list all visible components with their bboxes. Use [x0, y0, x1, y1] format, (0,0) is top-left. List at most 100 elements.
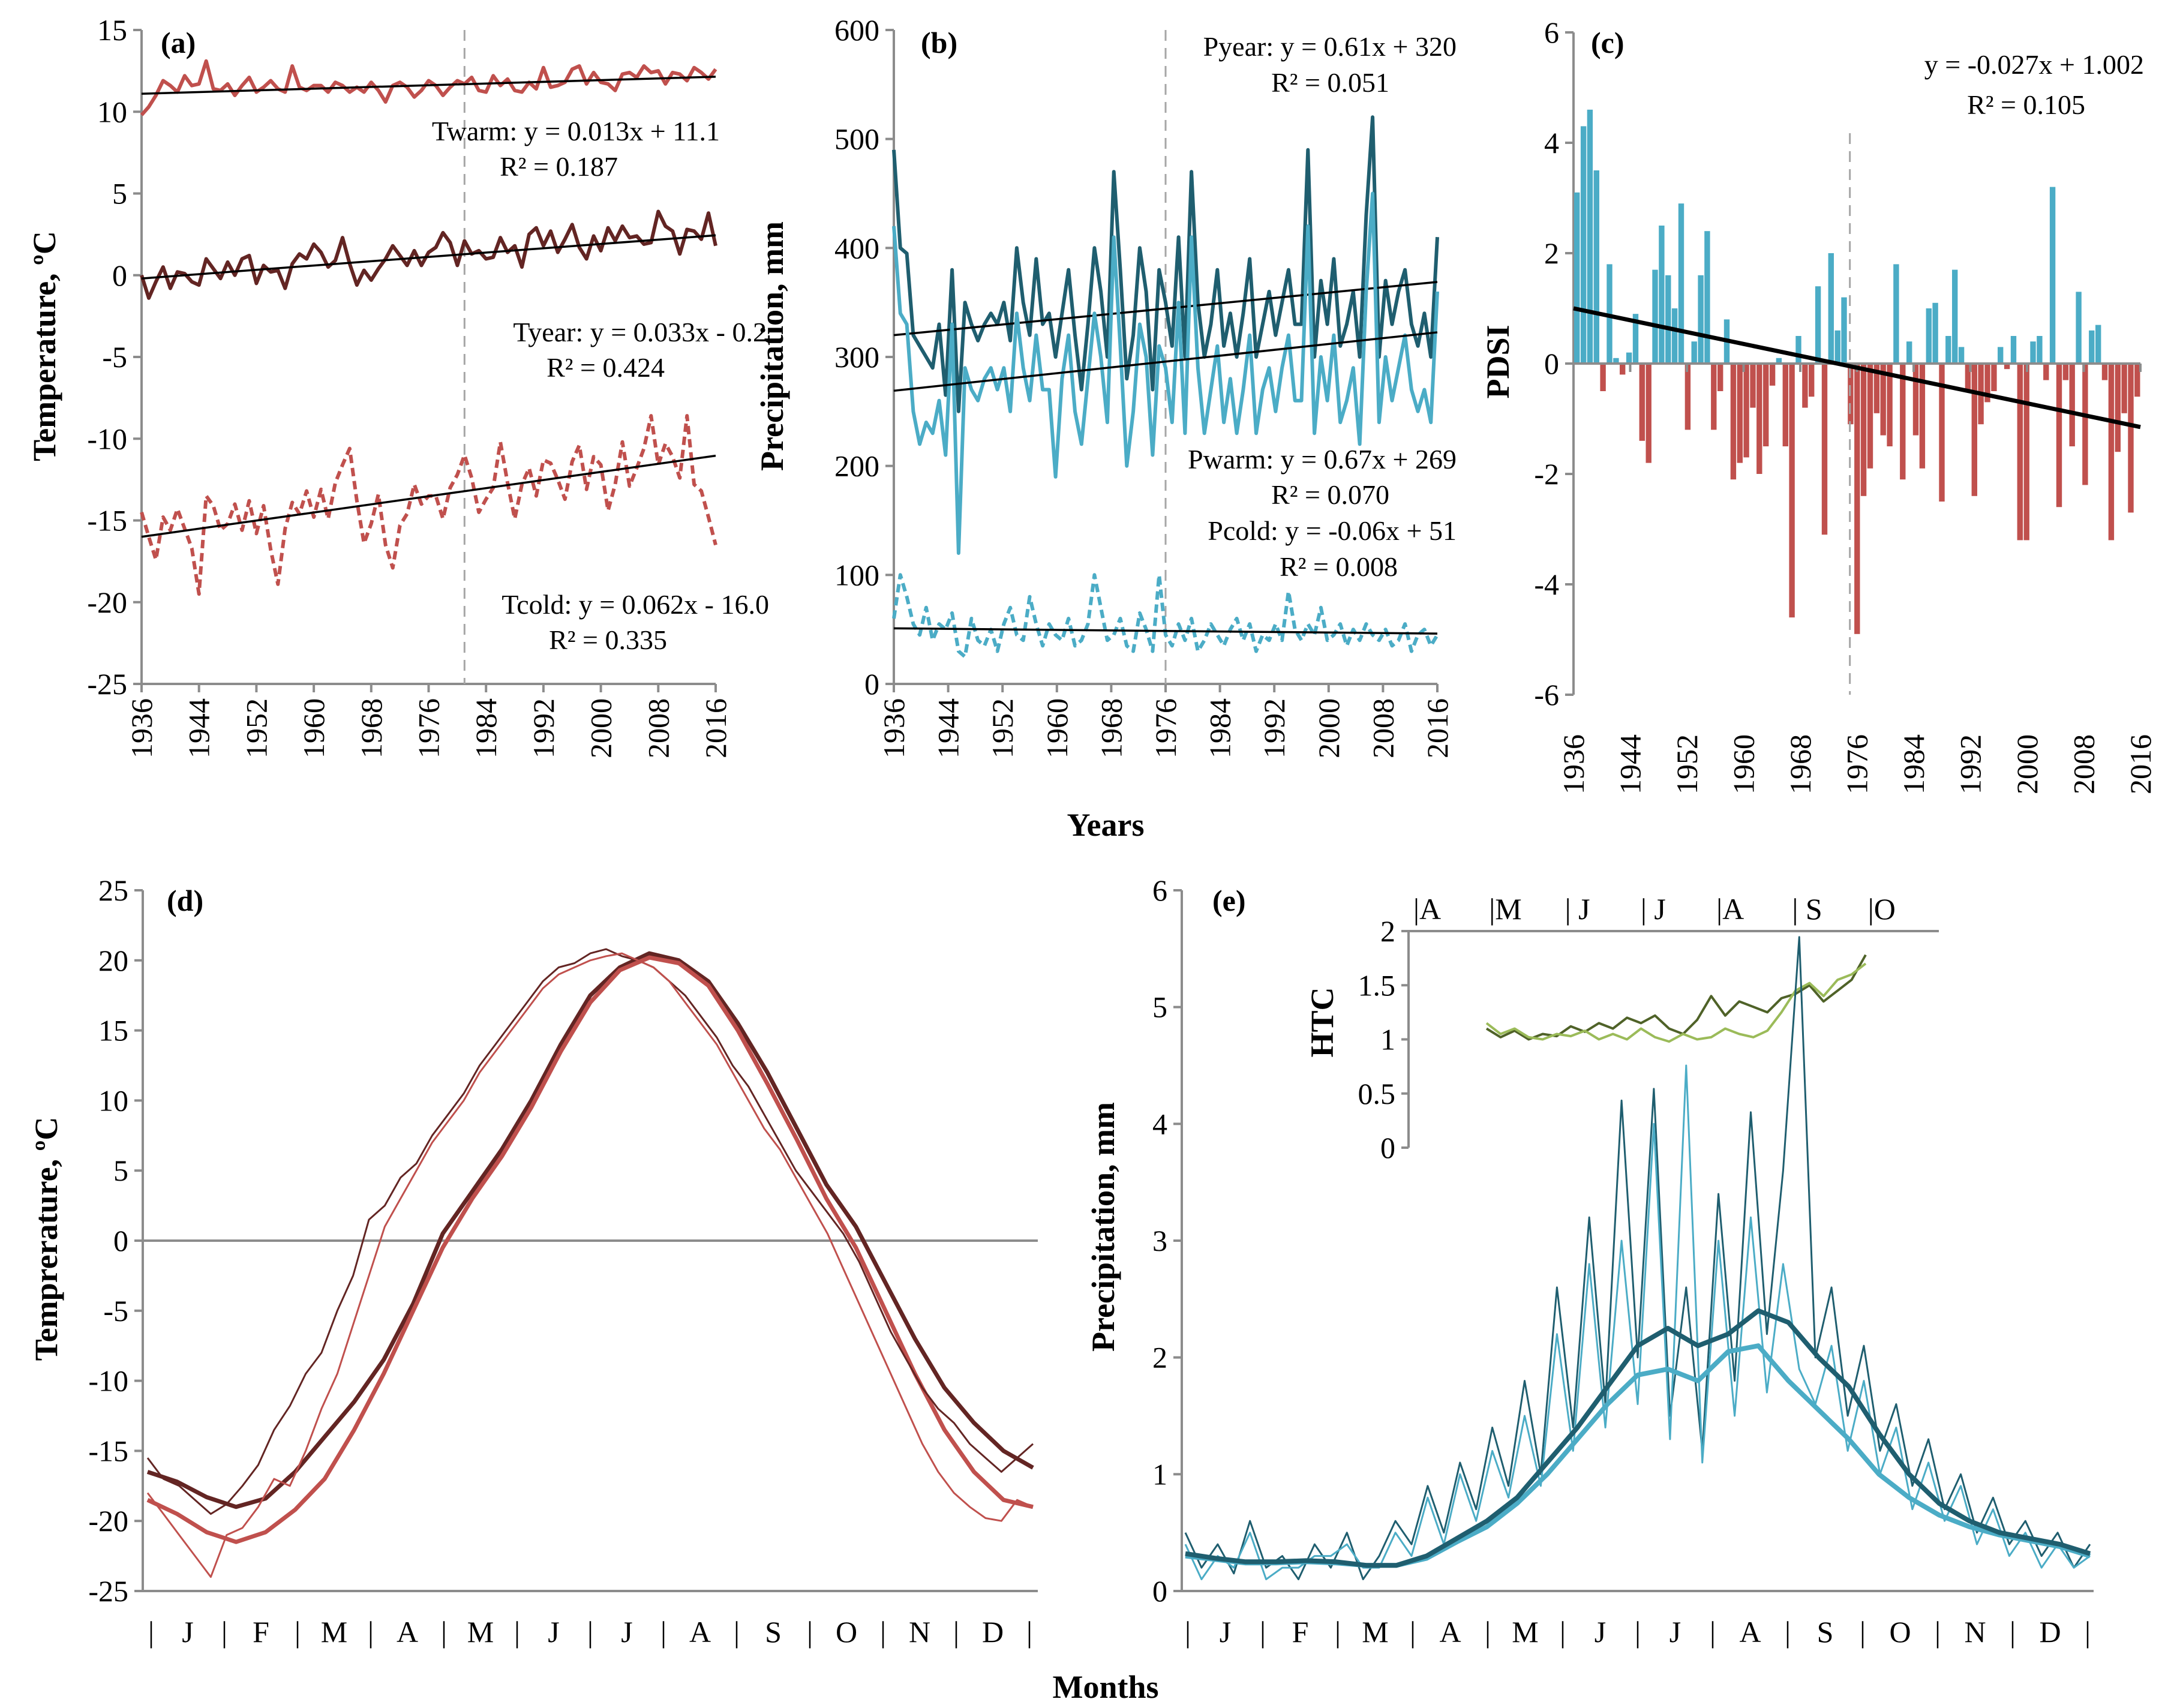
pdsi-bar: [1880, 364, 1886, 436]
panel-b-y-axis-title: Precipitation, mm: [754, 221, 790, 471]
x-tick-label: 1976: [1149, 698, 1182, 758]
pdsi-bar: [1730, 364, 1737, 480]
series-tyear-line: [140, 209, 717, 300]
x-tick-label: 1952: [1670, 734, 1704, 794]
x-tick-label: 1960: [297, 698, 331, 758]
y-tick-label: -5: [103, 1294, 128, 1328]
y-tick-label: 1: [1152, 1457, 1167, 1491]
y-tick-label: 25: [98, 873, 128, 907]
trend-r2-pyear: R² = 0.051: [1271, 67, 1389, 98]
months-axis-title: Months: [1052, 1669, 1158, 1705]
panel-e-label: (e): [1212, 884, 1246, 917]
y-tick-label: 0: [864, 667, 879, 701]
month-separator: |: [1785, 1615, 1791, 1649]
panel-c-y-axis-title: PDSI: [1480, 325, 1516, 398]
month-separator: |: [2085, 1615, 2091, 1649]
pdsi-bar: [1580, 126, 1587, 364]
pdsi-bar: [1991, 364, 1997, 391]
x-tick-label: 2008: [2067, 734, 2101, 794]
pdsi-bar: [1613, 358, 1619, 364]
y-tick-label: 10: [98, 1083, 128, 1117]
pdsi-bar: [1873, 364, 1880, 413]
pdsi-bar: [1789, 364, 1795, 618]
x-tick-label: 1936: [877, 698, 911, 758]
trend-r2-tcold: R² = 0.335: [549, 625, 667, 655]
daily-temperature-line: [146, 952, 1034, 1578]
month-separator: |: [441, 1615, 447, 1649]
month-label: D: [2039, 1615, 2061, 1649]
x-tick-label: 1936: [125, 698, 158, 758]
pdsi-bar: [2108, 364, 2115, 541]
pdsi-bar: [2134, 364, 2140, 397]
pdsi-bar: [1659, 226, 1665, 364]
pdsi-bar: [2017, 364, 2023, 541]
month-separator: |: [880, 1615, 886, 1649]
x-tick-label: 2000: [584, 698, 618, 758]
inset-y-tick-label: 2: [1380, 914, 1395, 948]
panel-e: (e) Precipitation, mm HTC 21.510.50|A |M |…: [1085, 873, 2094, 1649]
inset-month-label: |M: [1489, 892, 1521, 926]
y-tick-label: 0: [112, 259, 127, 292]
pdsi-bar: [1698, 275, 1704, 364]
inset-month-label: | S: [1792, 892, 1822, 926]
pdsi-bar: [1971, 364, 1977, 496]
month-label: O: [1889, 1615, 1911, 1649]
panel-c-label: (c): [1591, 26, 1625, 59]
y-tick-label: 2: [1544, 236, 1559, 270]
years-axis-title: Years: [1067, 807, 1145, 843]
pdsi-bar: [1652, 269, 1658, 364]
month-separator: |: [2010, 1615, 2016, 1649]
pdsi-bar: [1952, 269, 1958, 364]
month-label: D: [982, 1615, 1004, 1649]
month-label: J: [1669, 1615, 1681, 1649]
month-label: J: [621, 1615, 632, 1649]
x-tick-label: 1952: [986, 698, 1019, 758]
y-tick-label: 15: [98, 1014, 128, 1047]
pdsi-bar: [1834, 330, 1840, 364]
x-tick-label: 1984: [1897, 734, 1930, 794]
htc-inset: HTC 2 1.5 1 0.5 0 |A |M | J | J |A | S |O: [1304, 877, 1939, 1164]
trend-line-pwarm: [893, 331, 1438, 392]
pdsi-bar: [1639, 364, 1645, 441]
x-tick-label: 1992: [1257, 698, 1291, 758]
trend-line-pyear: [893, 281, 1438, 337]
month-separator: |: [660, 1615, 666, 1649]
pdsi-bar: [1782, 364, 1788, 446]
month-separator: |: [953, 1615, 959, 1649]
month-separator: |: [1935, 1615, 1941, 1649]
pdsi-bar: [2082, 364, 2088, 485]
pdsi-bar: [1671, 308, 1678, 364]
x-tick-label: 1936: [1557, 734, 1590, 794]
y-tick-label: -25: [88, 1574, 128, 1608]
pdsi-bar: [1887, 364, 1893, 446]
x-tick-label: 1952: [239, 698, 273, 758]
daily-temperature-line: [146, 948, 1034, 1515]
series-pwarm-line: [892, 191, 1439, 555]
y-tick-label: 0: [1152, 1574, 1167, 1608]
y-tick-label: -20: [88, 1504, 128, 1538]
pdsi-bar: [1626, 352, 1632, 364]
x-tick-label: 1976: [1840, 734, 1874, 794]
pdsi-bar: [2069, 364, 2075, 446]
month-separator: |: [514, 1615, 520, 1649]
y-tick-label: 4: [1152, 1107, 1167, 1140]
x-tick-label: 1984: [1203, 698, 1237, 758]
month-label: J: [1220, 1615, 1231, 1649]
pdsi-bar: [1684, 364, 1691, 430]
y-tick-label: 200: [834, 449, 879, 483]
y-tick-label: 100: [834, 558, 879, 592]
y-tick-label: 2: [1152, 1341, 1167, 1374]
y-tick-label: 0: [113, 1224, 128, 1257]
smoothed-temperature-line: [146, 951, 1034, 1509]
pdsi-bar: [1763, 364, 1769, 446]
month-label: J: [548, 1615, 559, 1649]
x-tick-label: 1992: [1954, 734, 1987, 794]
panel-c: (c) PDSI 6 4 2 0 -2 -4 -6 1936 1944 1952 1960 1968 1…: [1480, 16, 2157, 794]
pdsi-bar: [1574, 192, 1580, 364]
pdsi-bar: [1795, 336, 1801, 364]
trend-equation-tcold: Tcold: y = 0.062x - 16.0: [502, 589, 769, 620]
month-label: J: [182, 1615, 193, 1649]
pdsi-bar: [1600, 364, 1606, 391]
pdsi-bar: [1965, 364, 1971, 391]
